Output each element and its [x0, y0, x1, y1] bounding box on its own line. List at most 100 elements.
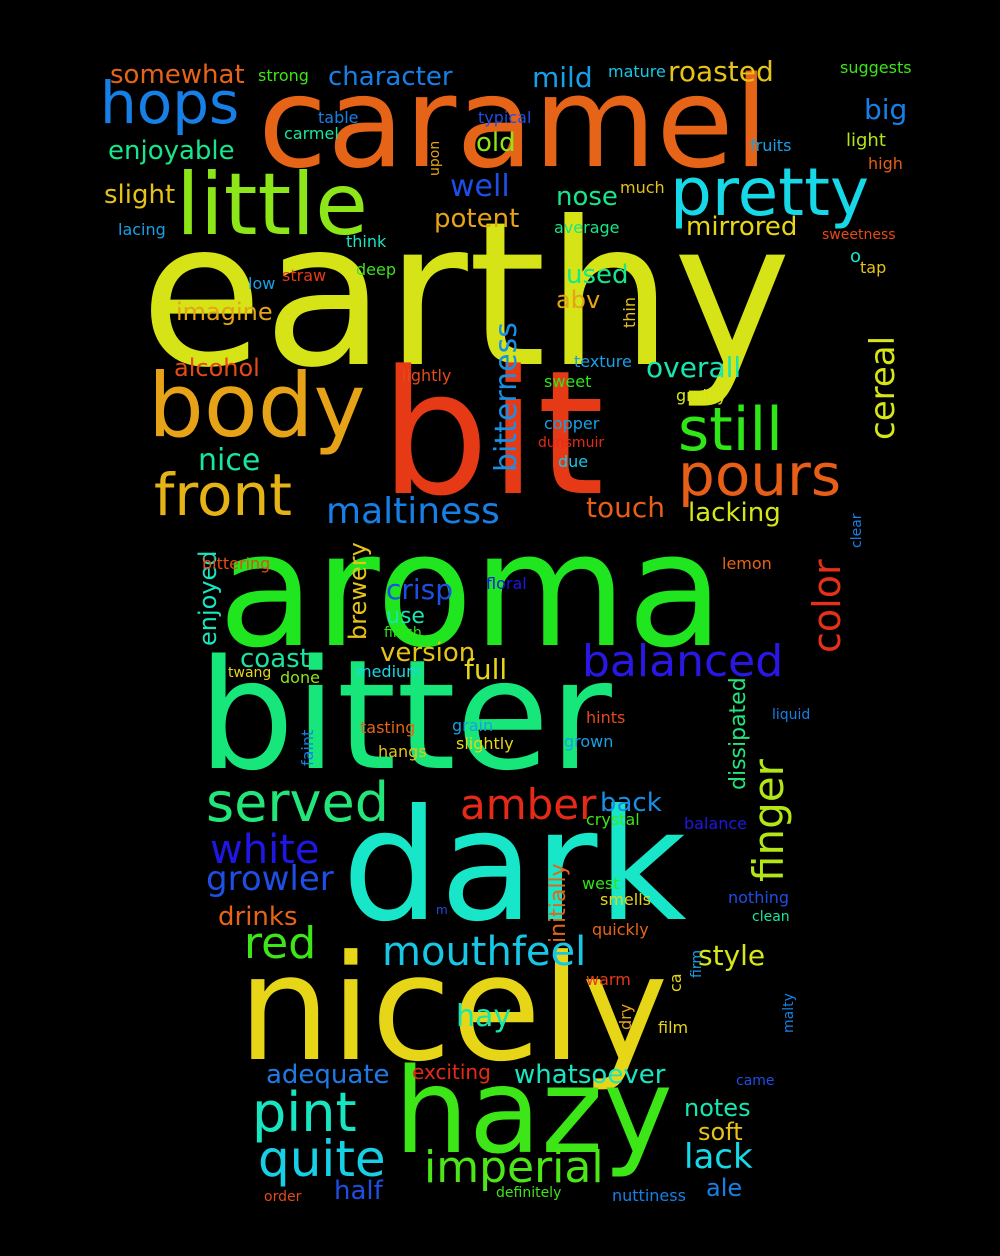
- word-character: character: [328, 62, 453, 92]
- word-color: color: [805, 559, 849, 653]
- word-growler: growler: [206, 859, 334, 899]
- word-caramel: caramel: [258, 49, 769, 196]
- word-maltiness: maltiness: [326, 491, 500, 532]
- word-bitterness: bitterness: [489, 322, 524, 472]
- word-lack: lack: [684, 1137, 753, 1177]
- word-potent: potent: [434, 204, 520, 234]
- word-grown: grown: [564, 732, 614, 751]
- word-nose: nose: [556, 182, 618, 212]
- word-dry: dry: [616, 1003, 635, 1030]
- word-adequate: adequate: [266, 1060, 390, 1090]
- word-style: style: [698, 939, 766, 972]
- word-fruits: fruits: [750, 136, 792, 155]
- word-mouthfeel: mouthfeel: [382, 929, 587, 975]
- word-m: m: [436, 903, 448, 917]
- word-clean: clean: [752, 909, 790, 925]
- word-mirrored: mirrored: [686, 212, 798, 242]
- word-whatsoever: whatsoever: [514, 1060, 666, 1090]
- word-grain: grain: [452, 716, 494, 735]
- word-table: table: [318, 108, 359, 127]
- word-definitely: definitely: [496, 1185, 562, 1201]
- word-notes: notes: [684, 1094, 751, 1122]
- word-roasted: roasted: [668, 55, 774, 88]
- word-malty: malty: [781, 993, 797, 1033]
- word-slightly: slightly: [456, 734, 514, 753]
- word-done: done: [280, 668, 320, 687]
- word-bitter: bitter: [198, 627, 612, 804]
- word-thin: thin: [620, 297, 639, 328]
- word-faint: faint: [298, 729, 317, 766]
- word-o: o: [850, 246, 862, 267]
- word-full: full: [464, 653, 508, 686]
- word-came: came: [736, 1073, 775, 1089]
- word-dissipated: dissipated: [726, 677, 751, 790]
- word-suggests: suggests: [840, 58, 912, 77]
- word-initially: initially: [546, 863, 571, 943]
- word-big: big: [864, 93, 908, 126]
- word-copper: copper: [544, 414, 600, 433]
- word-high: high: [868, 154, 903, 173]
- word-crystal: crystal: [586, 810, 640, 829]
- word-tasting: tasting: [360, 718, 416, 737]
- word-clear: clear: [849, 513, 865, 548]
- word-lightly: lightly: [402, 366, 452, 385]
- word-lacing: lacing: [118, 220, 166, 239]
- word-mature: mature: [608, 62, 666, 81]
- word-finish: finish: [384, 625, 422, 641]
- word-hints: hints: [586, 708, 626, 727]
- word-slight: slight: [104, 180, 176, 210]
- word-half: half: [334, 1176, 383, 1206]
- word-drinks: drinks: [218, 902, 298, 932]
- word-well: well: [450, 169, 510, 204]
- word-abv: abv: [556, 286, 601, 314]
- word-still: still: [678, 395, 783, 465]
- word-light: light: [846, 130, 886, 151]
- word-imperial: imperial: [424, 1142, 604, 1193]
- word-twang: twang: [228, 665, 272, 681]
- word-lemon: lemon: [722, 554, 772, 573]
- word-pretty: pretty: [670, 154, 869, 231]
- word-aroma: aroma: [218, 499, 724, 683]
- word-floral: floral: [486, 574, 527, 593]
- word-soft: soft: [698, 1118, 743, 1146]
- word-order: order: [264, 1189, 302, 1205]
- word-film: film: [658, 1018, 689, 1037]
- word-body: body: [148, 354, 366, 457]
- word-hazy: hazy: [394, 1042, 673, 1180]
- word-hops: hops: [100, 69, 240, 137]
- word-red: red: [244, 918, 317, 969]
- word-back: back: [600, 788, 662, 818]
- word-enjoyable: enjoyable: [108, 136, 235, 166]
- word-think: think: [346, 232, 387, 251]
- word-version: version: [380, 638, 476, 668]
- word-warm: warm: [586, 970, 631, 989]
- word-front: front: [154, 461, 292, 529]
- word-used: used: [566, 260, 629, 290]
- word-texture: texture: [574, 352, 632, 371]
- word-bit: bit: [380, 333, 605, 534]
- word-low: low: [248, 274, 276, 293]
- word-exciting: exciting: [412, 1060, 491, 1084]
- word-nicely: nicely: [238, 924, 669, 1094]
- word-pint: pint: [252, 1081, 357, 1144]
- word-served: served: [206, 771, 390, 834]
- word-quite: quite: [258, 1130, 386, 1188]
- word-firm: firm: [689, 950, 705, 978]
- word-ale: ale: [706, 1174, 743, 1202]
- word-quickly: quickly: [592, 920, 649, 939]
- word-brewery: brewery: [344, 542, 372, 640]
- word-dunsmuir: dunsmuir: [538, 435, 605, 451]
- word-crisp: crisp: [386, 573, 454, 606]
- word-ca: ca: [666, 973, 685, 992]
- word-finger: finger: [744, 759, 793, 882]
- word-bittering: bittering: [202, 554, 271, 573]
- word-overall: overall: [646, 351, 742, 384]
- word-use: use: [386, 604, 425, 629]
- word-medium: medium: [356, 662, 422, 681]
- word-hangs: hangs: [378, 742, 427, 761]
- word-tap: tap: [860, 258, 887, 277]
- word-nuttiness: nuttiness: [612, 1186, 686, 1205]
- word-lacking: lacking: [688, 498, 781, 528]
- word-balance: balance: [684, 814, 747, 833]
